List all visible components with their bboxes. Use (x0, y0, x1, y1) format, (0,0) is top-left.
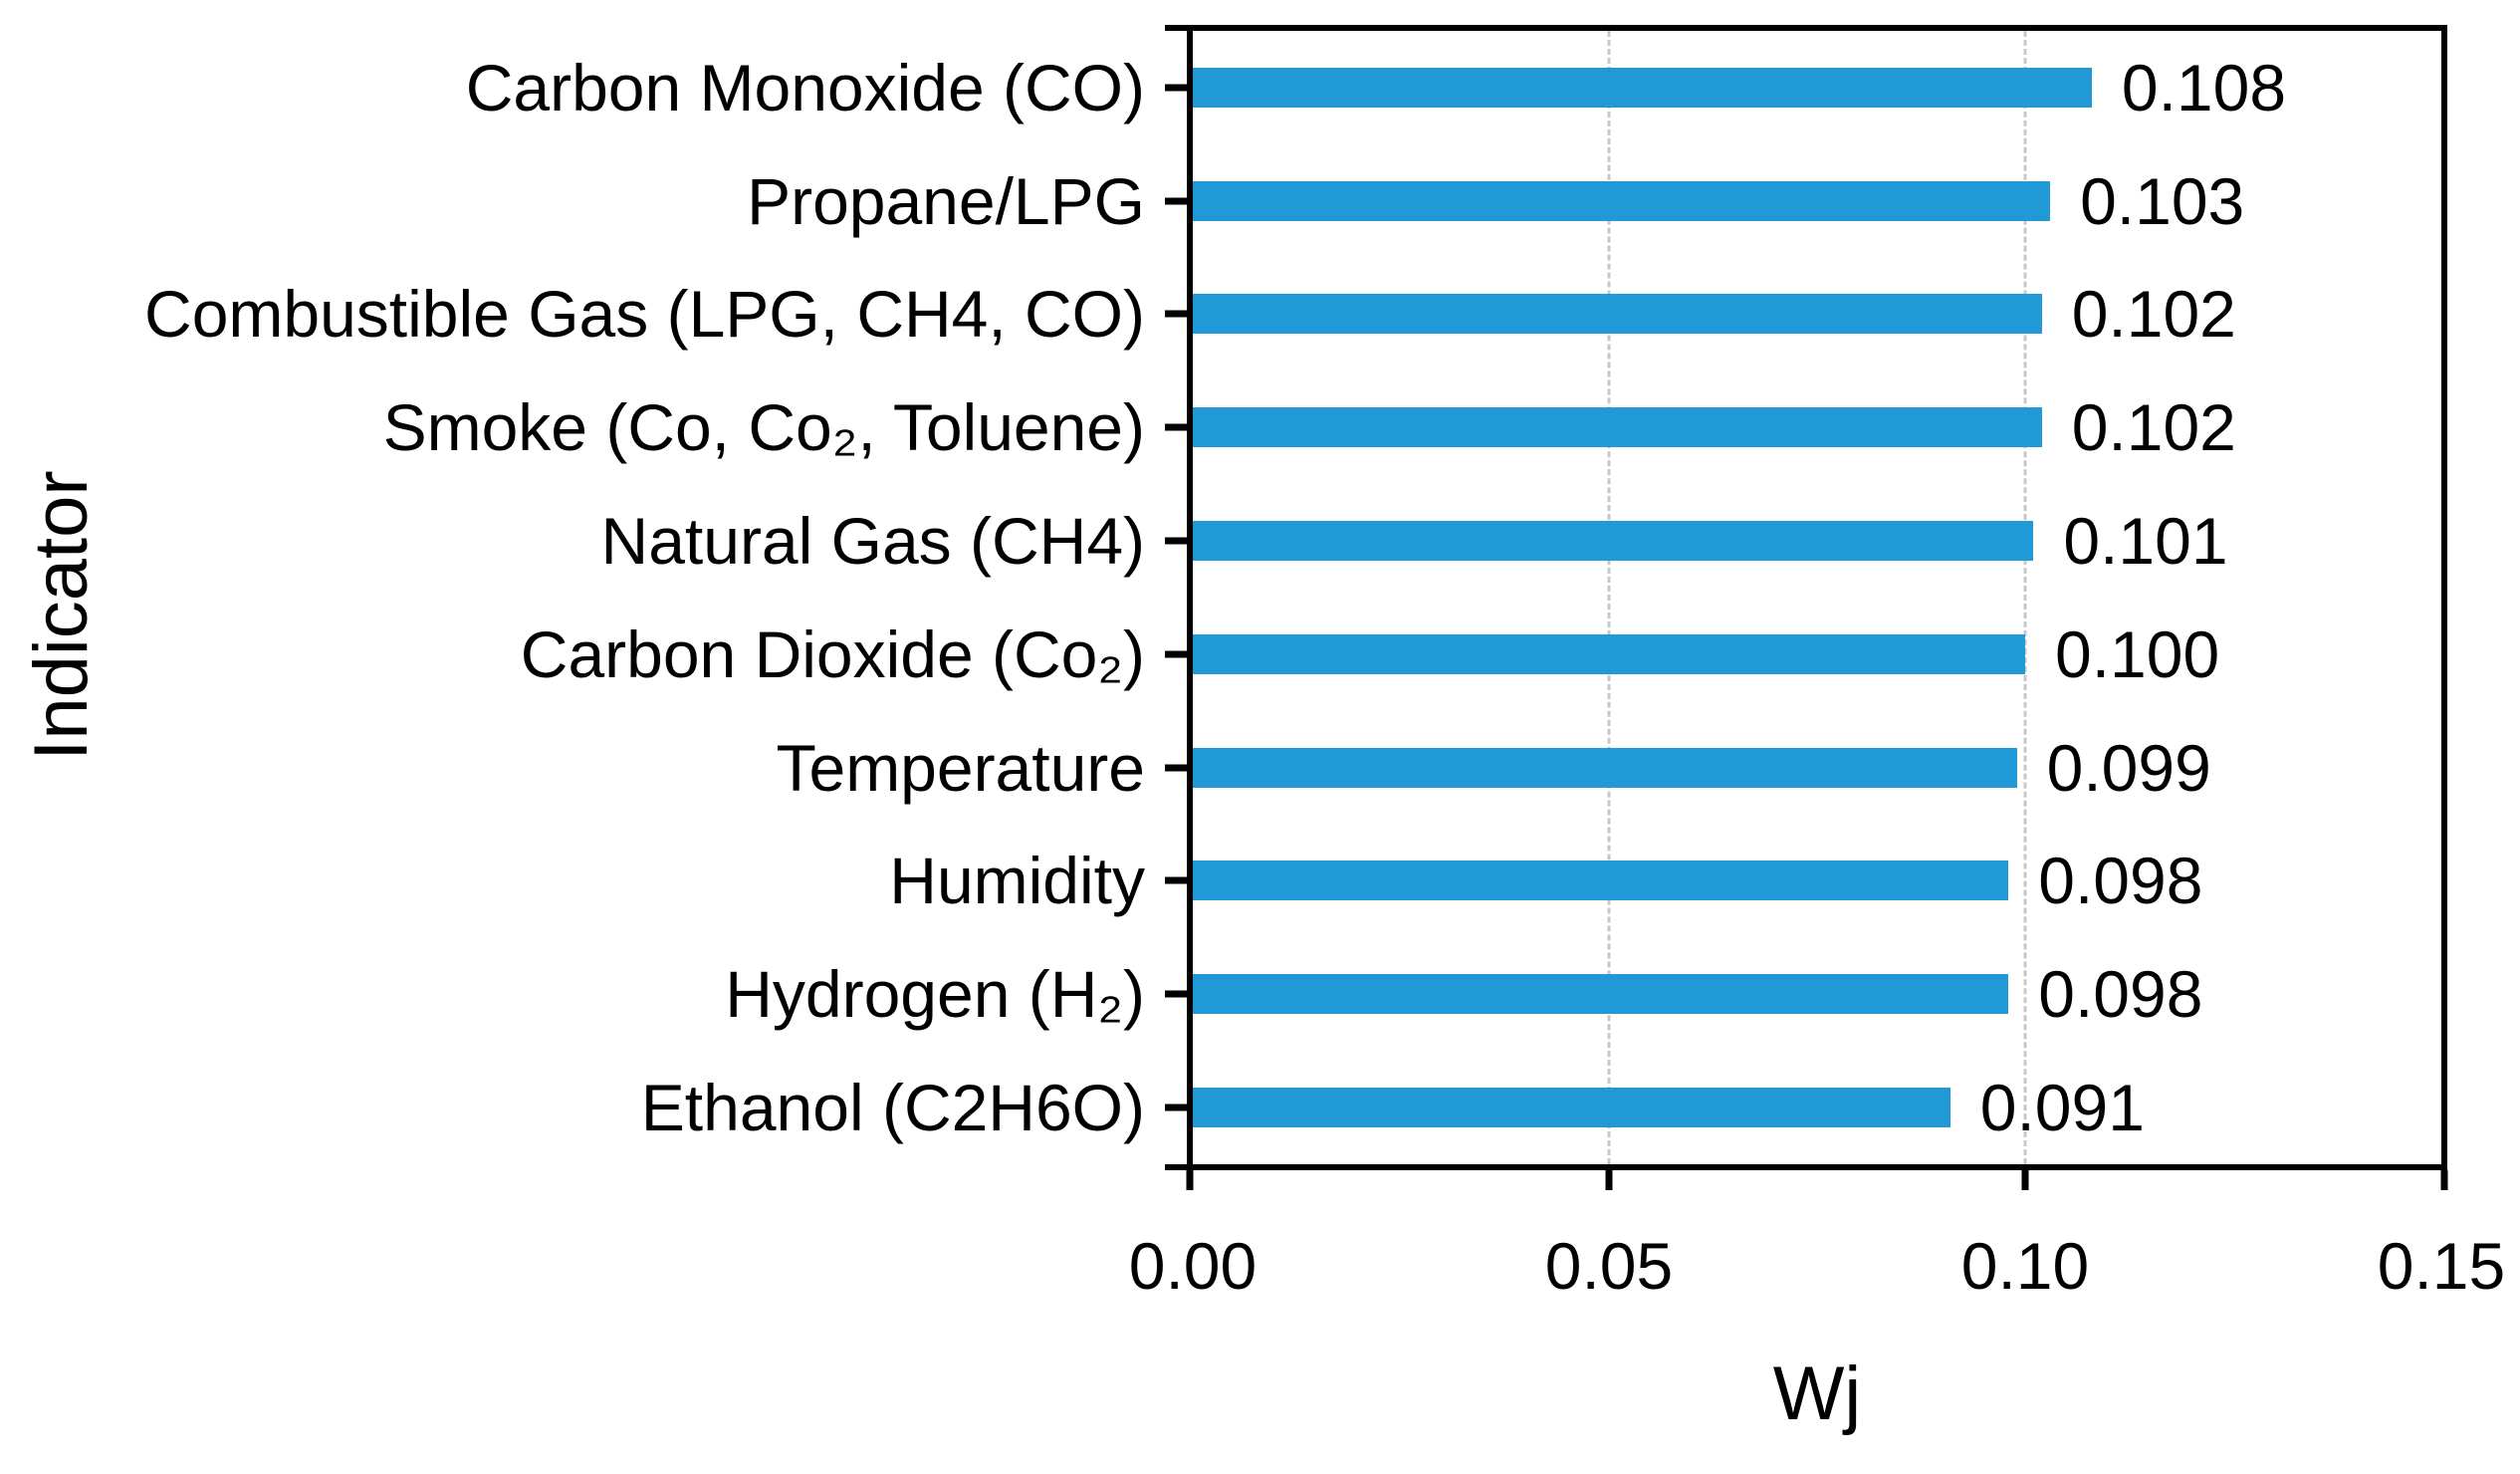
x-axis-tick-label: 0.15 (2377, 1229, 2506, 1303)
category-label: Propane/LPG (747, 163, 1145, 238)
x-axis-tick (2021, 1170, 2029, 1190)
y-axis-tick (1165, 310, 1187, 318)
bar-row: 0.100 (1165, 598, 2441, 711)
bar (1193, 1088, 1950, 1128)
y-axis-tick (1165, 990, 1187, 998)
x-axis-tick (1186, 1170, 1194, 1190)
y-axis-tick (1165, 197, 1187, 205)
category-label: Carbon Monoxide (CO) (465, 50, 1145, 124)
y-axis-tick (1165, 423, 1187, 431)
bar-row: 0.102 (1165, 370, 2441, 484)
category-label: Natural Gas (CH4) (600, 504, 1145, 579)
bar (1193, 407, 2042, 448)
bar-value-label: 0.103 (2080, 163, 2245, 238)
y-axis-tick (1165, 650, 1187, 658)
bar-row: 0.101 (1165, 484, 2441, 598)
bar-row: 0.091 (1165, 1051, 2441, 1164)
bar-row: 0.102 (1165, 258, 2441, 371)
bar (1193, 747, 2017, 788)
y-axis-corner-tick (1165, 1164, 1187, 1170)
x-axis-tick (1605, 1170, 1613, 1190)
bar (1193, 67, 2092, 108)
bar-value-label: 0.098 (2038, 844, 2203, 918)
bar (1193, 633, 2025, 674)
bar-row: 0.108 (1165, 31, 2441, 144)
bar-value-label: 0.091 (1979, 1071, 2145, 1145)
bar-value-label: 0.108 (2121, 50, 2287, 124)
x-axis-title: Wj (1772, 1351, 1862, 1436)
x-axis-tick (2440, 1170, 2448, 1190)
bar-row: 0.098 (1165, 825, 2441, 938)
gridline (1607, 31, 1611, 1164)
gridline (2023, 31, 2027, 1164)
bar-value-label: 0.100 (2055, 616, 2220, 691)
y-axis-tick (1165, 764, 1187, 772)
category-label: Temperature (776, 730, 1145, 805)
category-label: Hydrogen (H₂) (725, 957, 1145, 1032)
category-label: Humidity (889, 844, 1145, 918)
category-label: Carbon Dioxide (Co₂) (520, 616, 1145, 691)
bar-row: 0.098 (1165, 937, 2441, 1051)
bar-value-label: 0.099 (2046, 730, 2211, 805)
category-label: Combustible Gas (LPG, CH4, CO) (144, 277, 1145, 352)
category-label: Smoke (Co, Co₂, Toluene) (382, 390, 1145, 465)
x-axis-tick-label: 0.10 (1960, 1229, 2090, 1303)
category-label: Ethanol (C2H6O) (640, 1071, 1145, 1145)
y-axis-tick (1165, 876, 1187, 884)
bar-row: 0.103 (1165, 144, 2441, 258)
bar (1193, 860, 2009, 901)
bar-value-label: 0.098 (2038, 957, 2203, 1032)
plot-area: 0.108 0.103 0.102 0.102 0.101 0.100 0.099 0.098… (1165, 25, 2448, 1190)
bar-value-label: 0.102 (2071, 390, 2236, 465)
y-axis-tick (1165, 537, 1187, 545)
x-axis-tick-label: 0.00 (1128, 1229, 1258, 1303)
bar-value-label: 0.102 (2071, 277, 2236, 352)
y-axis-tick (1165, 1104, 1187, 1111)
bar-row: 0.099 (1165, 711, 2441, 825)
y-axis-corner-tick (1165, 25, 1187, 31)
bar (1193, 180, 2051, 221)
bar-value-label: 0.101 (2063, 504, 2228, 579)
x-axis-tick-labels: 0.00 0.05 0.10 0.15 (1129, 1229, 2505, 1323)
bar (1193, 974, 2009, 1015)
y-axis-tick (1165, 84, 1187, 92)
x-axis-tick-label: 0.05 (1544, 1229, 1674, 1303)
category-labels: Carbon Monoxide (CO) Propane/LPG Combustib… (0, 31, 1145, 1164)
bar (1193, 294, 2042, 335)
bar (1193, 521, 2034, 562)
